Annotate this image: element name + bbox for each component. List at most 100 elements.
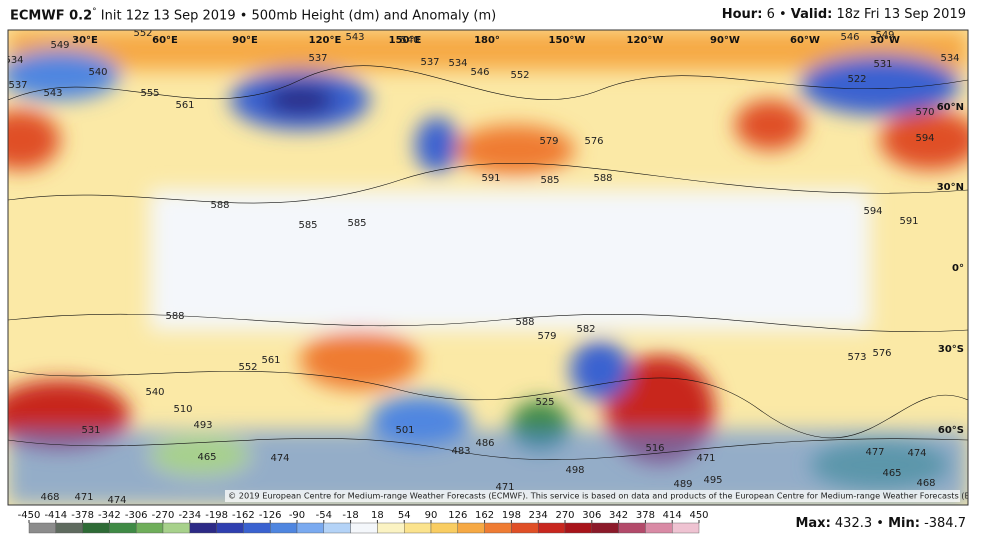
latitude-label: 60°N bbox=[937, 102, 964, 113]
colorbar-bin bbox=[564, 522, 592, 534]
colorbar-tick-label: 234 bbox=[529, 510, 548, 521]
contour-label: 474 bbox=[107, 495, 126, 506]
contour-label: 594 bbox=[863, 206, 882, 217]
colorbar-bin bbox=[511, 522, 539, 534]
colorbar-tick-label: 198 bbox=[502, 510, 521, 521]
colorbar-bin bbox=[377, 522, 405, 534]
hour-label: Hour: bbox=[721, 7, 763, 22]
colorbar-tick-label: -414 bbox=[44, 510, 67, 521]
colorbar-bin bbox=[672, 522, 700, 534]
contour-label: 540 bbox=[145, 387, 164, 398]
contour-label: 570 bbox=[915, 107, 934, 118]
colorbar-bin bbox=[645, 522, 673, 534]
latitude-label: 30°N bbox=[937, 182, 964, 193]
contour-label: 465 bbox=[197, 452, 216, 463]
contour-label: 588 bbox=[593, 173, 612, 184]
min-label: Min: bbox=[888, 516, 920, 531]
contour-label: 588 bbox=[165, 311, 184, 322]
colorbar-bin bbox=[323, 522, 351, 534]
contour-label: 531 bbox=[873, 59, 892, 70]
colorbar-tick-label: 306 bbox=[582, 510, 601, 521]
colorbar-tick-label: 342 bbox=[609, 510, 628, 521]
latitude-label: 0° bbox=[952, 263, 964, 274]
header-right: Hour: 6 • Valid: 18z Fri 13 Sep 2019 bbox=[722, 7, 966, 22]
copyright: © 2019 European Centre for Medium-range … bbox=[228, 491, 984, 501]
contour-label: 594 bbox=[915, 133, 934, 144]
longitude-label: 120°W bbox=[627, 35, 664, 46]
degree: ° bbox=[92, 7, 97, 17]
longitude-label: 180° bbox=[474, 35, 500, 46]
contour-label: 486 bbox=[475, 438, 494, 449]
contour-label: 576 bbox=[584, 136, 603, 147]
contour-label: 540 bbox=[400, 35, 419, 46]
colorbar-bin bbox=[484, 522, 512, 534]
contour-label: 498 bbox=[565, 465, 584, 476]
contour-label: 471 bbox=[74, 492, 93, 503]
colorbar-tick-label: -54 bbox=[316, 510, 332, 521]
contour-label: 576 bbox=[872, 348, 891, 359]
footer: Max: 432.3 • Min: -384.7 bbox=[795, 516, 966, 531]
contour-label: 582 bbox=[576, 324, 595, 335]
separator: • bbox=[778, 7, 787, 22]
colorbar-tick-label: -306 bbox=[125, 510, 148, 521]
colorbar-bin bbox=[243, 522, 271, 534]
contour-label: 468 bbox=[40, 492, 59, 503]
contour-label: 510 bbox=[173, 404, 192, 415]
colorbar-tick-label: 162 bbox=[475, 510, 494, 521]
colorbar-tick-label: 270 bbox=[555, 510, 574, 521]
max: 432.3 bbox=[834, 516, 873, 531]
valid: 18z Fri 13 Sep 2019 bbox=[836, 7, 966, 22]
contour-label: 534 bbox=[940, 53, 959, 64]
colorbar-tick-label: 18 bbox=[371, 510, 384, 521]
colorbar-bin bbox=[457, 522, 485, 534]
colorbar-tick-label: 90 bbox=[425, 510, 438, 521]
latitude-label: 30°S bbox=[938, 344, 964, 355]
longitude-label: 60°E bbox=[152, 35, 178, 46]
contour-label: 579 bbox=[539, 136, 558, 147]
contour-label: 522 bbox=[847, 74, 866, 85]
colorbar-tick-label: -90 bbox=[289, 510, 305, 521]
model: ECMWF 0.2 bbox=[10, 8, 93, 24]
copyright-background bbox=[225, 490, 960, 502]
contour-label: 591 bbox=[899, 216, 918, 227]
contour-label: 591 bbox=[481, 173, 500, 184]
separator: • bbox=[876, 516, 884, 531]
contour-label: 516 bbox=[645, 443, 664, 454]
contour-label: 474 bbox=[907, 448, 926, 459]
description: Init 12z 13 Sep 2019 • 500mb Height (dm)… bbox=[100, 8, 497, 24]
colorbar-bin bbox=[189, 522, 217, 534]
longitude-label: 90°E bbox=[232, 35, 258, 46]
colorbar-tick-label: 378 bbox=[636, 510, 655, 521]
contour-label: 585 bbox=[347, 218, 366, 229]
map-border bbox=[7, 29, 969, 506]
colorbar-bin bbox=[109, 522, 137, 534]
contour-label: 552 bbox=[133, 28, 152, 39]
max-label: Max: bbox=[795, 516, 831, 531]
contour-label: 552 bbox=[510, 70, 529, 81]
contours bbox=[8, 65, 968, 460]
colorbar-bin bbox=[135, 522, 164, 534]
contour-label: 540 bbox=[88, 67, 107, 78]
contour-label: 552 bbox=[238, 362, 257, 373]
contour-label: 468 bbox=[916, 478, 935, 489]
colorbar-tick-label: -270 bbox=[152, 510, 175, 521]
colorbar-tick-label: -378 bbox=[71, 510, 94, 521]
colorbar-tick-label: 414 bbox=[663, 510, 682, 521]
colorbar-bin bbox=[591, 522, 619, 534]
colorbar-tick-label: -450 bbox=[18, 510, 41, 521]
contour-label: 579 bbox=[537, 331, 556, 342]
contour-label: 537 bbox=[8, 80, 27, 91]
contour-label: 537 bbox=[420, 57, 439, 68]
map: 30°E 60°E 90°E 120°E 150°E 180° 150°W 120°W 90°W… bbox=[8, 28, 984, 506]
colorbar-bin bbox=[216, 522, 244, 534]
colorbar-bin bbox=[538, 522, 566, 534]
valid-label: Valid: bbox=[790, 7, 833, 22]
colorbar-tick-label: 450 bbox=[689, 510, 708, 521]
contour-label: 549 bbox=[875, 30, 894, 41]
contour-label: 471 bbox=[495, 482, 514, 493]
colorbar-bin bbox=[430, 522, 458, 534]
colorbar-bin bbox=[28, 522, 56, 534]
colorbar: -450 -414 -378 -342 -306 -270 -234 -198 -162 -126… bbox=[18, 510, 709, 534]
colorbar-tick-label: -234 bbox=[178, 510, 201, 521]
